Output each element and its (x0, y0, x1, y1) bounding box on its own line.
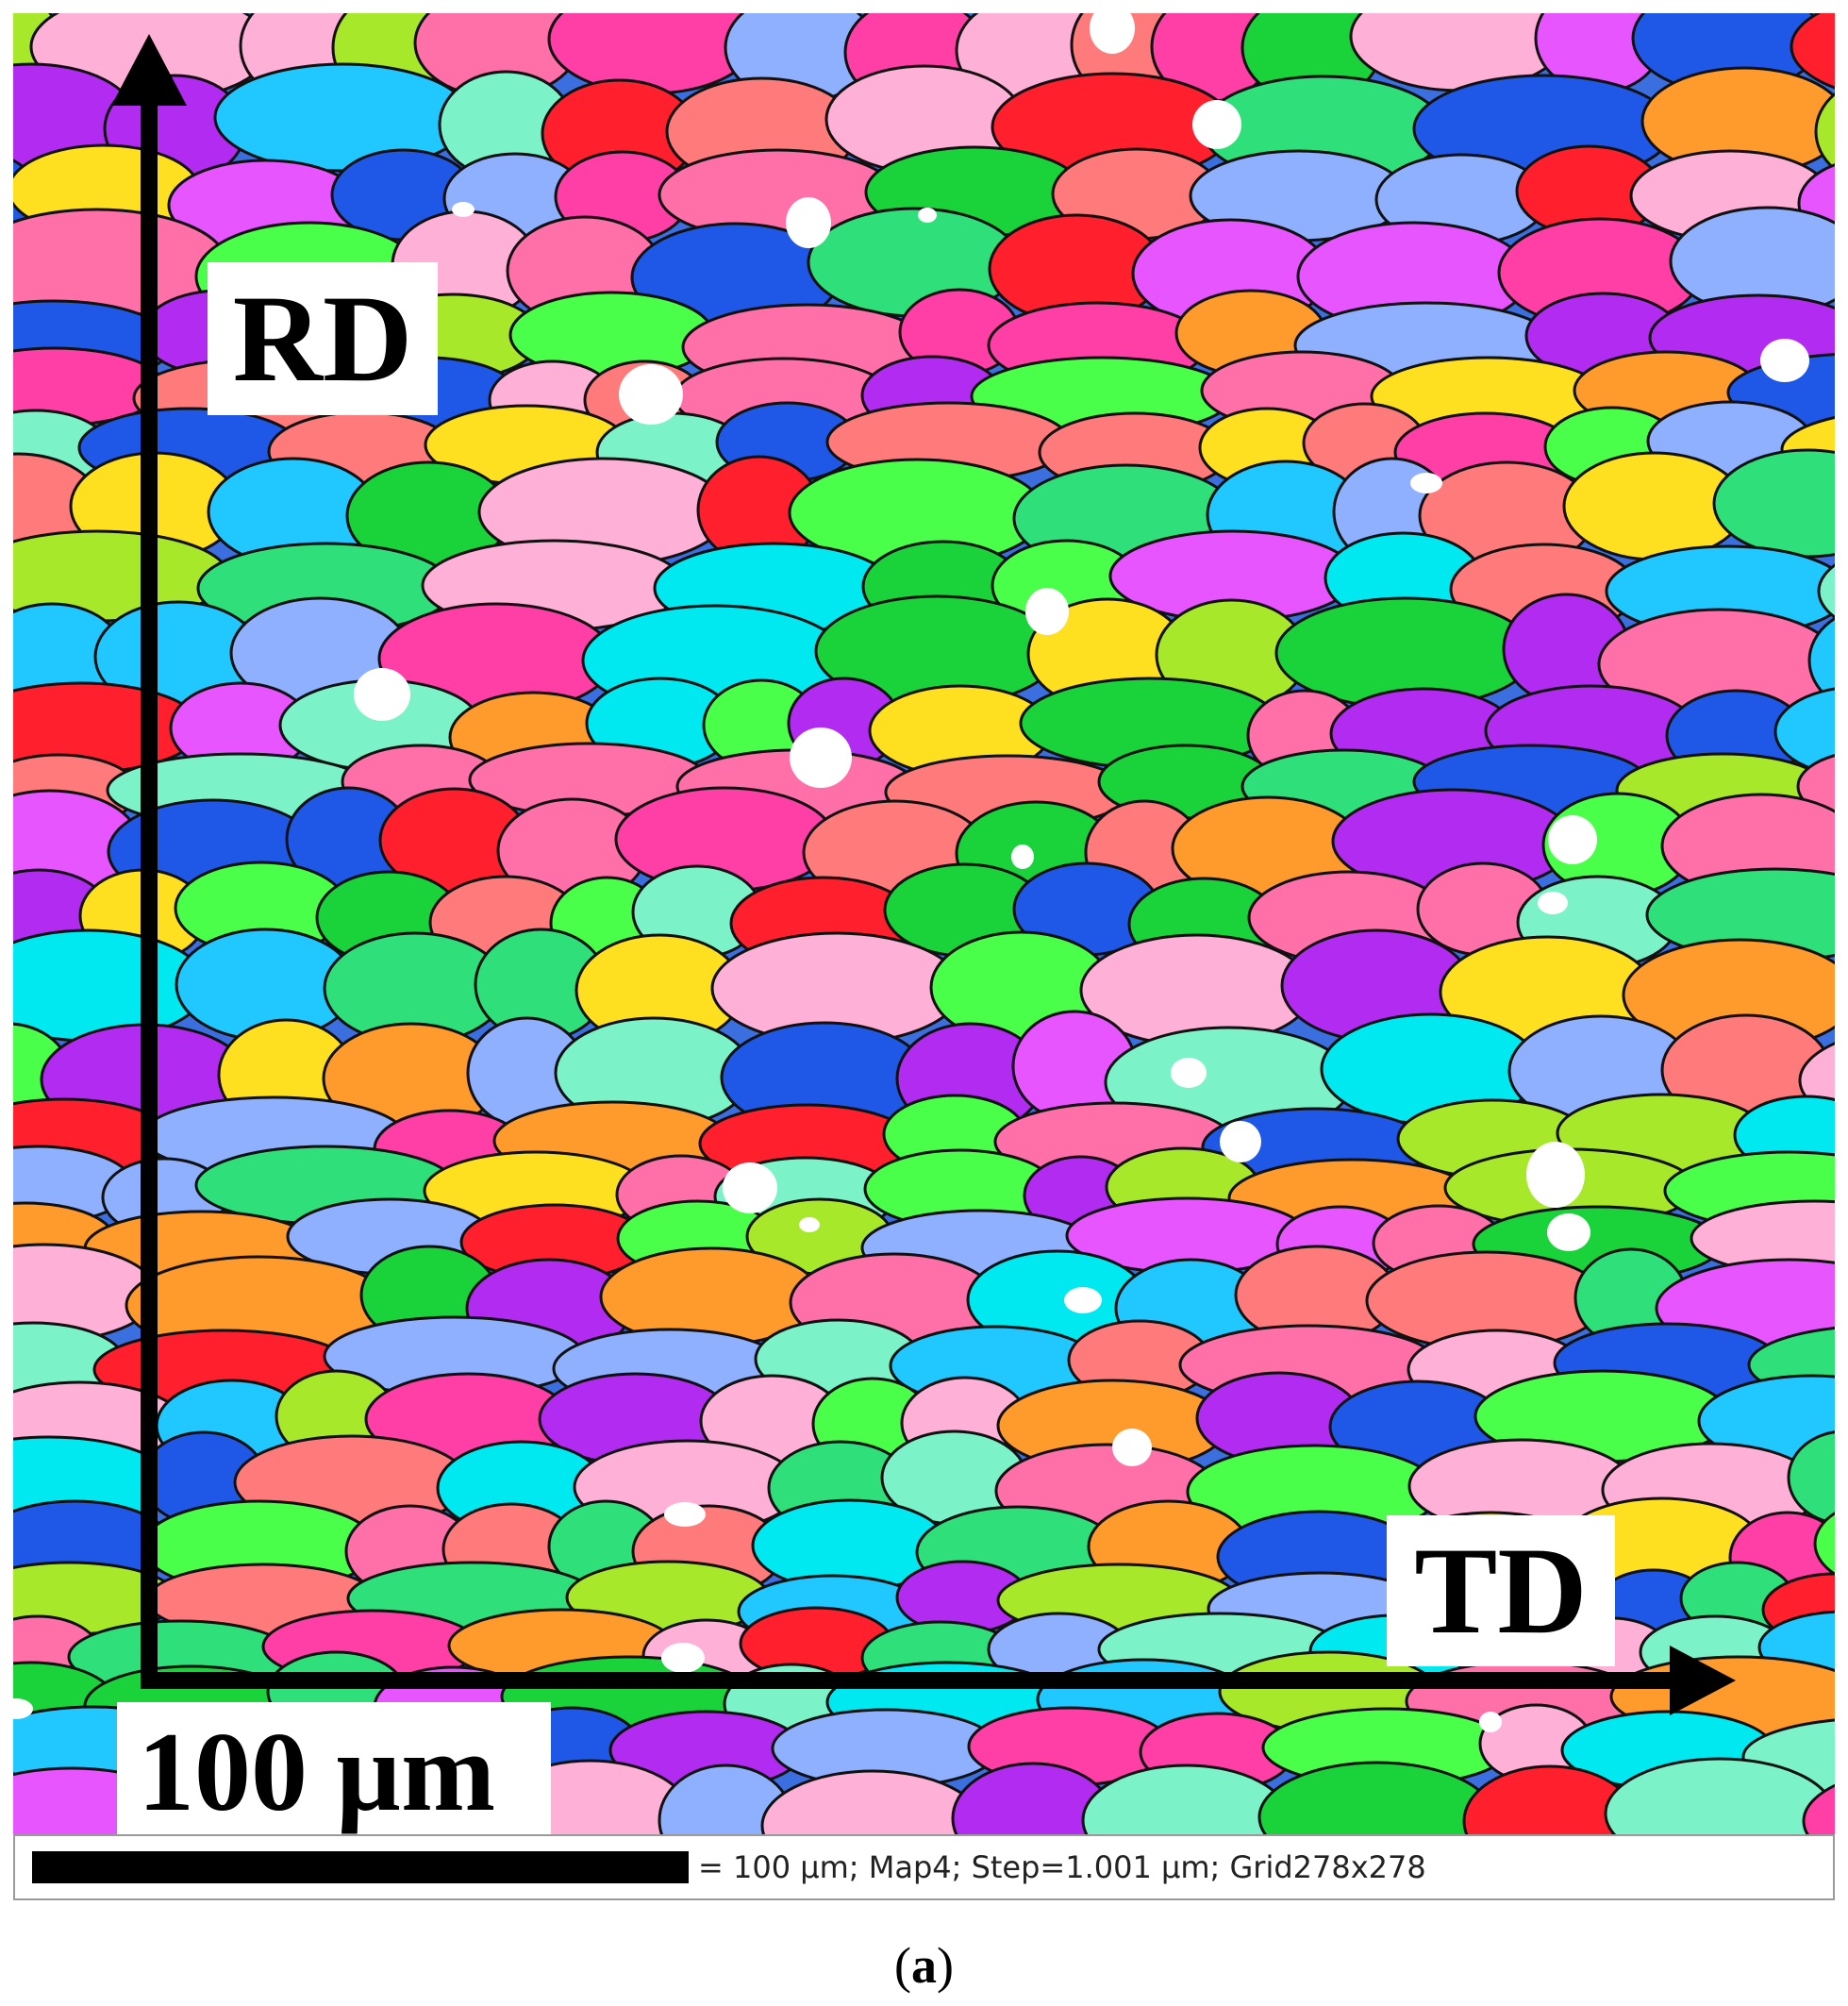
grain (1813, 1511, 1835, 1577)
scale-label: 100 µm (117, 1702, 551, 1842)
inclusion (13, 1698, 33, 1719)
grain-layer (13, 13, 1835, 1834)
inclusion (1112, 1429, 1152, 1466)
figure-caption: (a) (0, 1936, 1848, 1995)
inclusion (1760, 339, 1809, 382)
inclusion (1479, 1712, 1502, 1732)
map-info-bar: = 100 µm; Map4; Step=1.001 µm; Grid278x2… (13, 1834, 1835, 1900)
grain (1790, 13, 1835, 90)
inclusion (1526, 1142, 1585, 1208)
inclusion (1192, 100, 1241, 149)
inclusion (1547, 1213, 1590, 1251)
inclusion (664, 1502, 706, 1527)
map-info-text: = 100 µm; Map4; Step=1.001 µm; Grid278x2… (698, 1849, 1426, 1885)
inclusion (918, 208, 937, 223)
caption-close: ) (937, 1937, 954, 1994)
inclusion (1410, 473, 1442, 493)
ebsd-orientation-map (13, 13, 1835, 1834)
inclusion (786, 197, 831, 248)
inclusion (619, 364, 683, 425)
scale-bar (32, 1851, 689, 1883)
grain (1814, 92, 1835, 172)
inclusion-layer (13, 13, 1809, 1732)
grain (1773, 687, 1835, 777)
inclusion (1548, 815, 1597, 864)
td-label: TD (1387, 1515, 1615, 1666)
grain (1807, 616, 1835, 705)
inclusion (723, 1162, 777, 1213)
inclusion (790, 727, 852, 788)
inclusion (452, 202, 474, 217)
inclusion (1538, 892, 1568, 914)
grain (1802, 1783, 1835, 1834)
inclusion (1090, 13, 1135, 54)
inclusion (354, 668, 410, 721)
inclusion (1220, 1121, 1261, 1162)
inclusion (1011, 844, 1034, 869)
inclusion (661, 1643, 705, 1673)
inclusion (1025, 588, 1069, 635)
grain-map-graphic (13, 13, 1835, 1834)
caption-open: ( (894, 1937, 911, 1994)
inclusion (1171, 1058, 1207, 1088)
grain (1817, 563, 1835, 619)
inclusion (1064, 1287, 1102, 1313)
inclusion (799, 1217, 820, 1232)
rd-label: RD (208, 262, 438, 415)
caption-letter: a (911, 1937, 937, 1994)
grain (1787, 1430, 1835, 1525)
